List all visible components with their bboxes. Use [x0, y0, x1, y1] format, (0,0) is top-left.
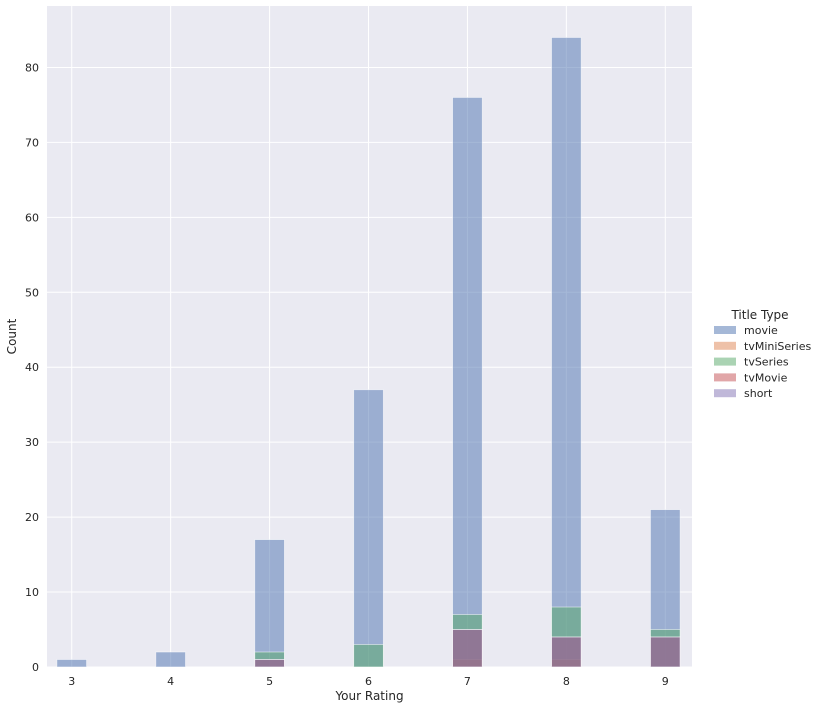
x-tick-label: 3	[68, 675, 75, 688]
legend-swatch	[714, 373, 736, 382]
y-tick-label: 60	[25, 211, 39, 224]
legend-item-short: short	[714, 387, 773, 400]
legend-item-tvMiniSeries: tvMiniSeries	[714, 340, 811, 353]
bar-short-8	[551, 636, 582, 668]
bar-short-5	[254, 659, 285, 668]
y-axis-label: Count	[5, 318, 19, 354]
y-tick-label: 0	[32, 661, 39, 674]
legend-label: short	[744, 387, 773, 400]
y-tick-label: 10	[25, 586, 39, 599]
x-tick-label: 8	[563, 675, 570, 688]
x-axis-label: Your Rating	[334, 689, 403, 703]
legend-item-tvMovie: tvMovie	[714, 371, 788, 384]
bar-movie-3	[56, 659, 87, 668]
legend-label: tvMovie	[744, 371, 788, 384]
legend-title: Title Type	[730, 308, 788, 322]
legend: Title Type movie tvMiniSeries tvSeries tvMo…	[714, 308, 811, 400]
y-tick-label: 80	[25, 61, 39, 74]
legend-item-tvSeries: tvSeries	[714, 356, 789, 369]
x-tick-label: 6	[365, 675, 372, 688]
legend-swatch	[714, 357, 736, 366]
bar-short-7	[452, 629, 483, 668]
y-tick-label: 30	[25, 436, 39, 449]
bar-short-9	[650, 636, 681, 668]
bar-movie-5	[254, 539, 285, 668]
legend-item-movie: movie	[714, 324, 778, 337]
bar-movie-7	[452, 97, 483, 668]
legend-label: tvSeries	[744, 356, 789, 369]
x-tick-label: 4	[167, 675, 174, 688]
tick-labels: 0 10 20 30 40 50 60 70 80 3 4 5 6 7 8 9	[25, 61, 669, 688]
bar-movie-8	[551, 37, 582, 668]
x-tick-label: 7	[464, 675, 471, 688]
legend-label: tvMiniSeries	[744, 340, 811, 353]
y-tick-label: 50	[25, 286, 39, 299]
x-tick-label: 5	[266, 675, 273, 688]
bar-tvSeries-6	[353, 644, 384, 668]
bar-movie-4	[155, 651, 186, 668]
bars	[56, 37, 681, 668]
legend-label: movie	[744, 324, 778, 337]
legend-items: movie tvMiniSeries tvSeries tvMovie short	[714, 324, 811, 400]
bar-movie-6	[353, 389, 384, 668]
y-tick-label: 70	[25, 136, 39, 149]
legend-swatch	[714, 326, 736, 334]
legend-swatch	[714, 389, 736, 398]
y-tick-label: 40	[25, 361, 39, 374]
x-tick-label: 9	[662, 675, 669, 688]
y-tick-label: 20	[25, 511, 39, 524]
legend-swatch	[714, 341, 736, 350]
